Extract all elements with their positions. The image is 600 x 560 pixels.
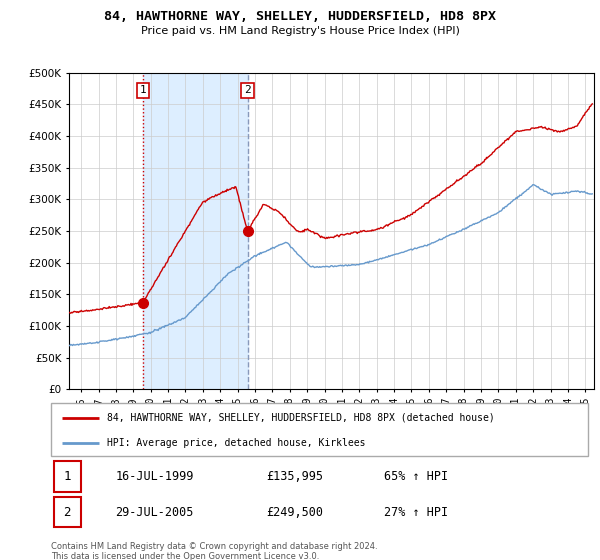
Bar [143, 73, 248, 389]
Text: 84, HAWTHORNE WAY, SHELLEY, HUDDERSFIELD, HD8 8PX (detached house): 84, HAWTHORNE WAY, SHELLEY, HUDDERSFIELD… [107, 413, 495, 423]
Text: 2: 2 [244, 86, 251, 95]
Text: 2: 2 [64, 506, 71, 519]
Text: 27% ↑ HPI: 27% ↑ HPI [384, 506, 448, 519]
Text: Contains HM Land Registry data © Crown copyright and database right 2024.
This d: Contains HM Land Registry data © Crown c… [51, 542, 377, 560]
Text: £135,995: £135,995 [266, 470, 323, 483]
Text: 1: 1 [139, 86, 146, 95]
Text: 29-JUL-2005: 29-JUL-2005 [115, 506, 194, 519]
FancyBboxPatch shape [53, 461, 80, 492]
Text: 16-JUL-1999: 16-JUL-1999 [115, 470, 194, 483]
Text: 84, HAWTHORNE WAY, SHELLEY, HUDDERSFIELD, HD8 8PX: 84, HAWTHORNE WAY, SHELLEY, HUDDERSFIELD… [104, 10, 496, 23]
Text: 1: 1 [64, 470, 71, 483]
Text: £249,500: £249,500 [266, 506, 323, 519]
Text: 65% ↑ HPI: 65% ↑ HPI [384, 470, 448, 483]
FancyBboxPatch shape [53, 497, 80, 528]
FancyBboxPatch shape [51, 403, 588, 456]
Text: HPI: Average price, detached house, Kirklees: HPI: Average price, detached house, Kirk… [107, 438, 366, 448]
Text: Price paid vs. HM Land Registry's House Price Index (HPI): Price paid vs. HM Land Registry's House … [140, 26, 460, 36]
